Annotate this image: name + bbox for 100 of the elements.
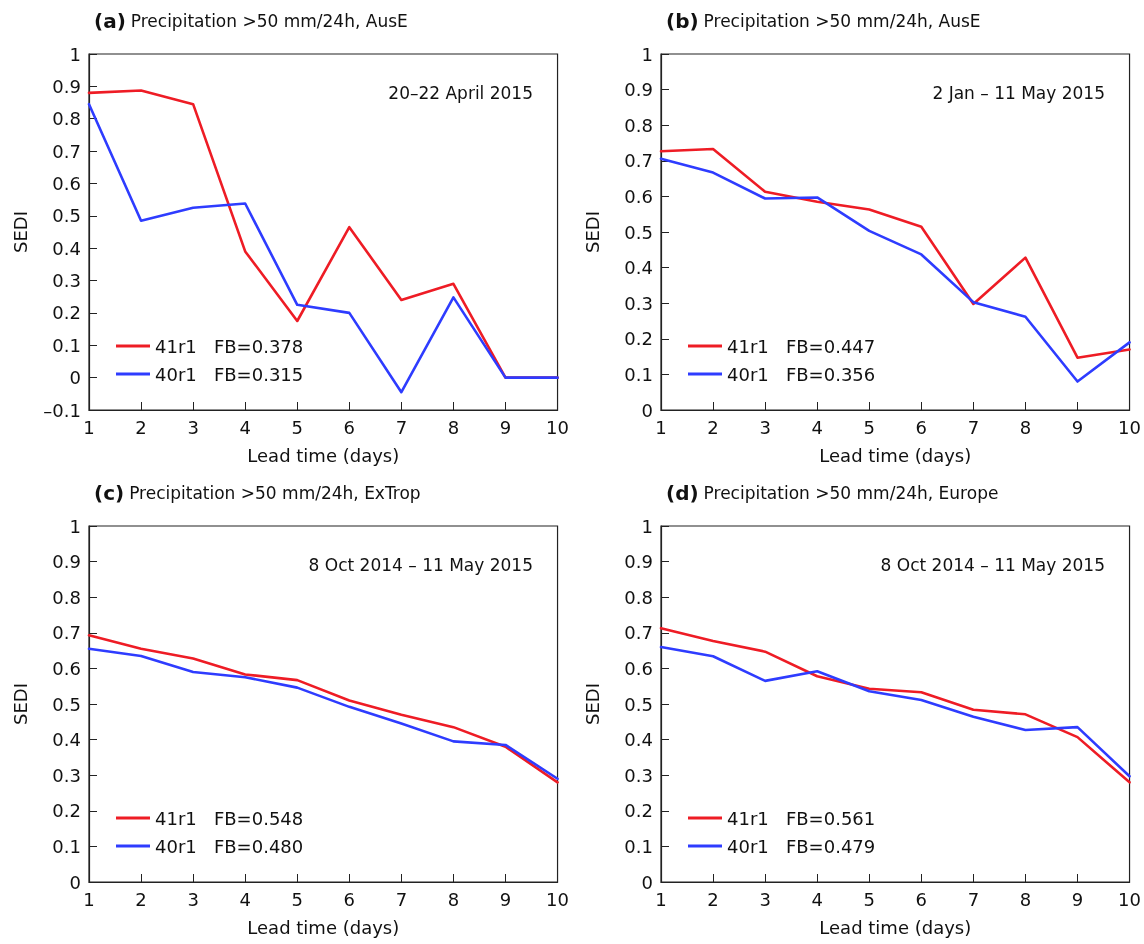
y-tick-label: 1 xyxy=(69,515,81,537)
y-tick-label: 0.5 xyxy=(624,693,653,715)
x-tick-label: 1 xyxy=(83,416,95,438)
legend-label: 41r1 FB=0.378 xyxy=(155,335,304,357)
y-tick-label: 0.7 xyxy=(52,140,81,162)
x-tick-label: 5 xyxy=(291,416,303,438)
x-tick-label: 10 xyxy=(1118,888,1141,910)
legend-label: 40r1 FB=0.479 xyxy=(727,835,876,857)
x-tick-label: 3 xyxy=(187,888,199,910)
annotation: 8 Oct 2014 – 11 May 2015 xyxy=(308,554,533,575)
x-tick-label: 1 xyxy=(655,888,667,910)
chart-title: (d) Precipitation >50 mm/24h, Europe xyxy=(666,481,999,505)
x-axis-title: Lead time (days) xyxy=(819,916,972,938)
x-tick-label: 2 xyxy=(707,888,719,910)
y-tick-label: 0.2 xyxy=(52,800,81,822)
x-axis-title: Lead time (days) xyxy=(247,444,400,466)
y-tick-label: 0.6 xyxy=(624,185,653,207)
x-tick-label: 9 xyxy=(499,416,512,438)
line-series xyxy=(659,626,1131,784)
y-tick-label: 0.2 xyxy=(52,302,81,324)
legend-label: 40r1 FB=0.315 xyxy=(155,363,304,385)
y-tick-label: 0.4 xyxy=(52,729,81,751)
x-tick-label: 3 xyxy=(759,416,771,438)
y-tick-label: 1 xyxy=(641,43,653,65)
x-tick-label: 6 xyxy=(343,888,356,910)
x-tick-label: 6 xyxy=(915,888,928,910)
y-tick-label: 0.8 xyxy=(52,108,81,130)
annotation: 20–22 April 2015 xyxy=(388,82,534,103)
x-tick-label: 6 xyxy=(343,416,356,438)
y-tick-label: 0.6 xyxy=(624,657,653,679)
y-tick-label: 0.6 xyxy=(52,657,81,679)
y-tick-label: 0.2 xyxy=(624,800,653,822)
y-tick-label: 0 xyxy=(641,871,653,893)
x-tick-label: 8 xyxy=(1019,888,1032,910)
y-tick-label: 0 xyxy=(69,367,81,389)
y-tick-label: 0.1 xyxy=(52,835,81,857)
x-tick-label: 2 xyxy=(135,888,147,910)
y-tick-label: 0.3 xyxy=(624,292,653,314)
x-tick-label: 3 xyxy=(187,416,199,438)
y-tick-label: –0.1 xyxy=(43,399,81,421)
y-tick-label: 0.7 xyxy=(52,622,81,644)
y-tick-label: 0.9 xyxy=(52,75,81,97)
y-tick-label: 0.9 xyxy=(624,79,653,101)
line-series xyxy=(659,645,1131,778)
x-tick-label: 9 xyxy=(499,888,512,910)
legend-label: 41r1 FB=0.561 xyxy=(727,807,876,829)
y-axis-title: SEDI xyxy=(581,683,603,725)
annotation: 8 Oct 2014 – 11 May 2015 xyxy=(880,554,1105,575)
y-axis-title: SEDI xyxy=(9,211,31,253)
y-axis-title: SEDI xyxy=(9,683,31,725)
legend-label: 41r1 FB=0.548 xyxy=(155,807,304,829)
y-axis-title: SEDI xyxy=(581,211,603,253)
x-tick-label: 5 xyxy=(863,888,875,910)
y-tick-label: 0.1 xyxy=(624,363,653,385)
x-tick-label: 4 xyxy=(811,888,823,910)
y-tick-label: 0.9 xyxy=(624,551,653,573)
y-tick-label: 0.3 xyxy=(52,270,81,292)
y-tick-label: 0.7 xyxy=(624,622,653,644)
x-tick-label: 7 xyxy=(967,888,980,910)
x-tick-label: 3 xyxy=(759,888,771,910)
x-tick-label: 7 xyxy=(395,416,408,438)
y-tick-label: 0.5 xyxy=(624,221,653,243)
y-tick-label: 0.5 xyxy=(52,205,81,227)
chart-title: (c) Precipitation >50 mm/24h, ExTrop xyxy=(94,481,421,505)
y-tick-label: 0.4 xyxy=(624,257,653,279)
x-tick-label: 7 xyxy=(967,416,980,438)
y-tick-label: 0.8 xyxy=(624,586,653,608)
legend-label: 40r1 FB=0.356 xyxy=(727,363,876,385)
x-tick-label: 9 xyxy=(1071,416,1084,438)
x-tick-label: 8 xyxy=(447,888,460,910)
chart-title: (b) Precipitation >50 mm/24h, AusE xyxy=(666,9,981,33)
chart-title: (a) Precipitation >50 mm/24h, AusE xyxy=(94,9,408,33)
y-tick-label: 0.4 xyxy=(624,729,653,751)
x-tick-label: 4 xyxy=(239,416,251,438)
y-tick-label: 0.5 xyxy=(52,693,81,715)
legend-label: 41r1 FB=0.447 xyxy=(727,335,876,357)
annotation: 2 Jan – 11 May 2015 xyxy=(932,82,1106,103)
x-tick-label: 2 xyxy=(707,416,719,438)
x-tick-label: 10 xyxy=(546,416,569,438)
legend-label: 40r1 FB=0.480 xyxy=(155,835,304,857)
y-tick-label: 0.4 xyxy=(52,237,81,259)
x-tick-label: 4 xyxy=(239,888,251,910)
y-tick-label: 0.3 xyxy=(52,764,81,786)
x-tick-label: 6 xyxy=(915,416,928,438)
x-tick-label: 5 xyxy=(863,416,875,438)
y-tick-label: 0.7 xyxy=(624,150,653,172)
x-axis-title: Lead time (days) xyxy=(247,916,400,938)
x-tick-label: 1 xyxy=(655,416,667,438)
y-tick-label: 0 xyxy=(69,871,81,893)
x-tick-label: 10 xyxy=(1118,416,1141,438)
x-tick-label: 10 xyxy=(546,888,569,910)
x-tick-label: 1 xyxy=(83,888,95,910)
y-tick-label: 0.3 xyxy=(624,764,653,786)
x-tick-label: 2 xyxy=(135,416,147,438)
y-tick-label: 0.8 xyxy=(624,114,653,136)
x-tick-label: 7 xyxy=(395,888,408,910)
y-tick-label: 0.2 xyxy=(624,328,653,350)
y-tick-label: 0.1 xyxy=(624,835,653,857)
y-tick-label: 0 xyxy=(641,399,653,421)
y-tick-label: 0.6 xyxy=(52,172,81,194)
